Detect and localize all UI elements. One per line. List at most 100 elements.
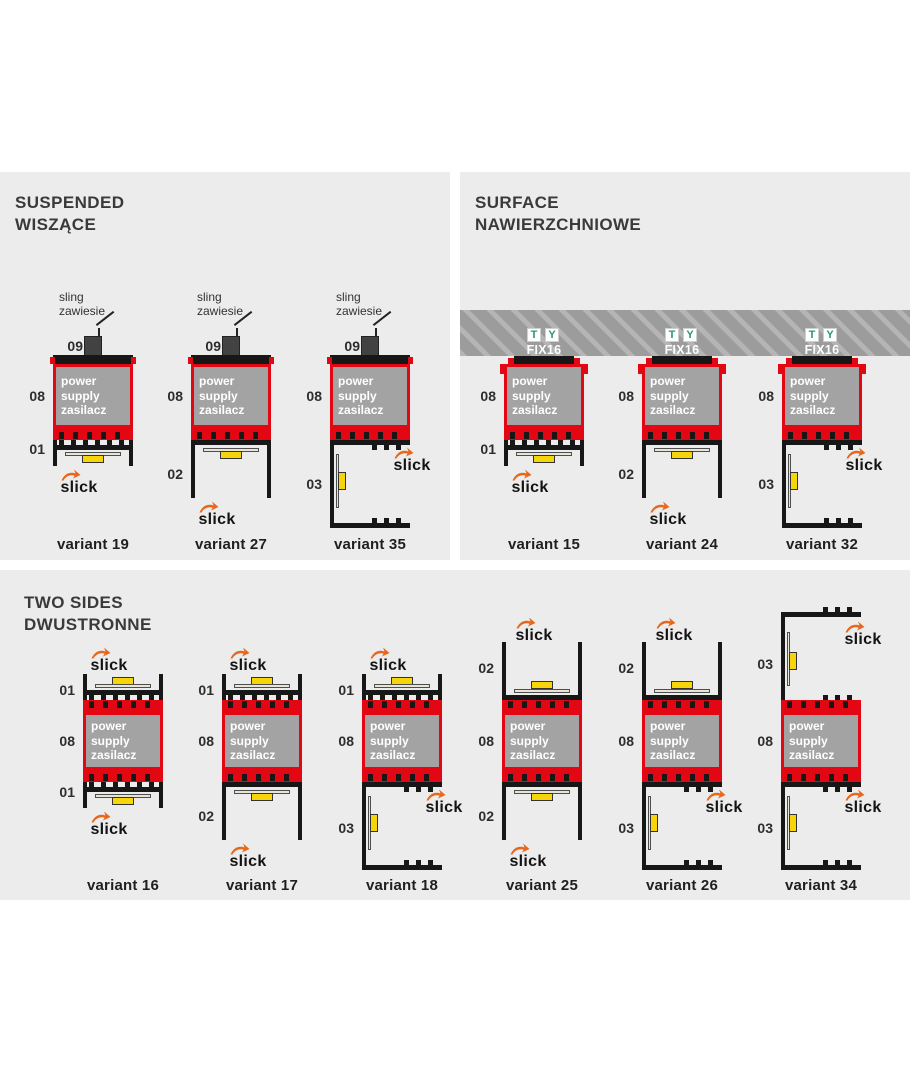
profile-bar xyxy=(330,523,410,528)
led-strip xyxy=(112,797,134,805)
profile-top-bar xyxy=(330,355,410,364)
profile-teeth xyxy=(89,782,157,787)
power-supply-label-en: power supply xyxy=(650,374,689,403)
panel-title-surface: SURFACE NAWIERZCHNIOWE xyxy=(475,193,642,235)
slick-logo: slick xyxy=(837,789,889,817)
diffuser-plate xyxy=(374,684,430,688)
teeth-marks xyxy=(648,432,716,439)
fix-type-t-badge: T xyxy=(527,328,541,342)
sling-label: sling zawiesie xyxy=(59,290,106,319)
slick-logo: slick xyxy=(222,647,274,675)
profile-wall-left xyxy=(53,440,57,466)
profile-wall-left xyxy=(83,782,87,808)
psu-mount-teeth xyxy=(191,428,271,440)
psu-mount-teeth xyxy=(83,770,163,782)
slick-wordmark: slick xyxy=(90,821,128,838)
slick-arrow-icon xyxy=(706,789,726,801)
profile-bar xyxy=(782,440,862,445)
panel-title-suspended: SUSPENDED WISZĄCE xyxy=(15,193,125,235)
psu-mount-teeth xyxy=(502,770,582,782)
slick-wordmark: slick xyxy=(509,853,547,870)
slick-logo: slick xyxy=(362,647,414,675)
slick-logo: slick xyxy=(83,811,135,839)
teeth-marks xyxy=(508,701,576,708)
slick-wordmark: slick xyxy=(705,799,743,816)
mount-clip xyxy=(712,358,718,365)
variant-label: variant 34 xyxy=(784,877,858,894)
power-supply-label-en: power supply xyxy=(199,374,238,403)
profile-wall-right xyxy=(159,782,163,808)
slick-logo: slick xyxy=(837,621,889,649)
led-strip xyxy=(790,472,798,490)
variant-label: variant 18 xyxy=(365,877,439,894)
slick-wordmark: slick xyxy=(511,479,549,496)
profile-teeth xyxy=(824,445,856,450)
slick-wordmark: slick xyxy=(425,799,463,816)
part-number-08: 08 xyxy=(618,733,634,749)
mount-clip xyxy=(327,357,332,364)
slick-arrow-icon xyxy=(394,447,414,459)
part-number-03: 03 xyxy=(757,656,773,672)
profile-wall-left xyxy=(362,782,366,870)
profile-wall-left xyxy=(83,674,87,700)
power-supply-label-pl: zasilacz xyxy=(91,748,137,763)
power-supply-label-pl: zasilacz xyxy=(230,748,276,763)
part-number-09: 09 xyxy=(67,338,83,354)
led-strip xyxy=(531,793,553,801)
power-supply-label-pl: zasilacz xyxy=(790,403,836,418)
psu-mount-teeth xyxy=(642,700,722,712)
slick-wordmark: slick xyxy=(844,631,882,648)
part-number-08: 08 xyxy=(480,388,496,404)
teeth-marks xyxy=(336,432,404,439)
power-supply-label-en: power supply xyxy=(338,374,377,403)
profile-teeth xyxy=(372,518,404,523)
profile-wall-right xyxy=(298,782,302,840)
led-strip xyxy=(533,455,555,463)
psu-mount-teeth xyxy=(330,428,410,440)
profile-wall-left xyxy=(504,440,508,466)
fix-type-t-badge: T xyxy=(805,328,819,342)
profile-wall-left xyxy=(782,440,786,528)
part-number-03: 03 xyxy=(758,476,774,492)
teeth-marks xyxy=(787,701,855,708)
mount-bracket xyxy=(514,356,574,365)
led-strip xyxy=(220,451,242,459)
slick-arrow-icon xyxy=(845,789,865,801)
profile-top-bar xyxy=(191,355,271,364)
diffuser-plate xyxy=(234,684,290,688)
power-supply-label-pl: zasilacz xyxy=(199,403,245,418)
profile-teeth xyxy=(824,518,856,523)
part-number-03: 03 xyxy=(757,820,773,836)
power-supply-box: power supply zasilacz xyxy=(330,364,410,428)
psu-mount-teeth xyxy=(222,770,302,782)
slick-arrow-icon xyxy=(91,811,111,823)
slick-wordmark: slick xyxy=(649,511,687,528)
teeth-marks xyxy=(788,432,856,439)
psu-mount-teeth xyxy=(781,770,861,782)
profile-bar xyxy=(781,782,861,787)
profile-teeth xyxy=(368,695,436,700)
part-number-08: 08 xyxy=(198,733,214,749)
psu-mount-teeth xyxy=(642,428,722,440)
profile-teeth xyxy=(228,695,296,700)
mount-clip xyxy=(508,358,514,365)
psu-mount-teeth xyxy=(362,770,442,782)
sling-attachment xyxy=(361,336,379,356)
power-supply-box: power supply zasilacz xyxy=(642,712,722,770)
profile-teeth xyxy=(404,860,436,865)
profile-bar xyxy=(642,782,722,787)
part-number-02: 02 xyxy=(618,660,634,676)
slick-logo: slick xyxy=(222,843,274,871)
led-strip xyxy=(82,455,104,463)
part-number-02: 02 xyxy=(198,808,214,824)
part-number-08: 08 xyxy=(338,733,354,749)
mount-clip xyxy=(500,364,506,374)
profile-wall-right xyxy=(578,642,582,700)
profile-teeth xyxy=(372,445,404,450)
slick-wordmark: slick xyxy=(60,479,98,496)
profile-bar xyxy=(83,690,163,695)
fix-type-t-badge: T xyxy=(665,328,679,342)
profile-wall-left xyxy=(191,440,195,498)
profile-teeth xyxy=(823,695,855,700)
